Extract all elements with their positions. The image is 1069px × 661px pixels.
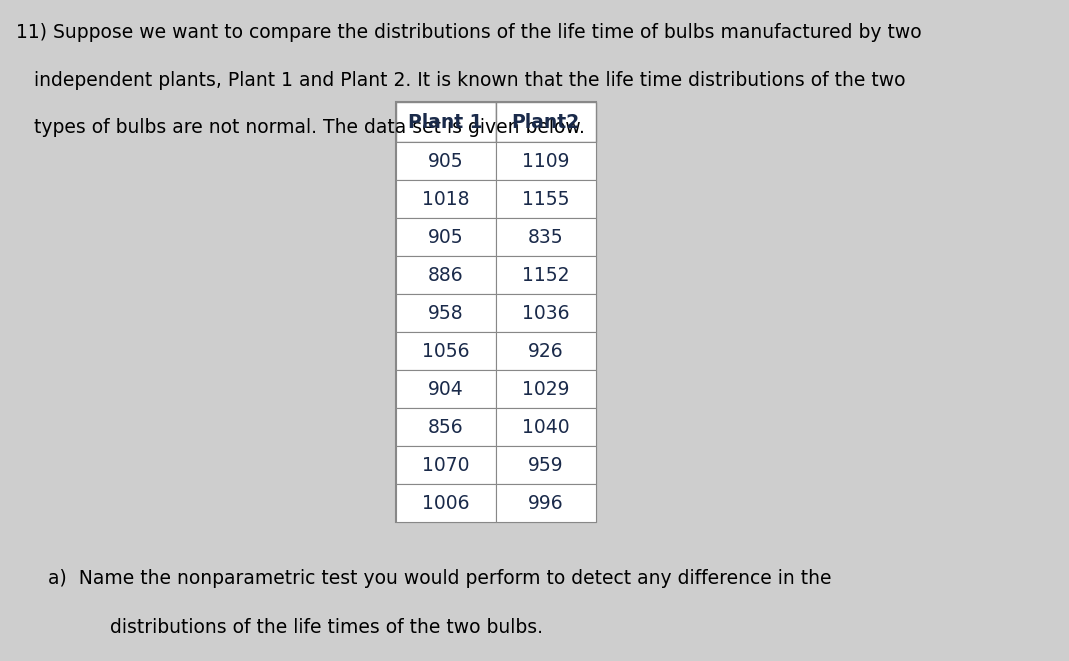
Text: 1036: 1036	[522, 304, 570, 323]
Bar	[496, 102, 595, 143]
Text: 959: 959	[528, 456, 563, 475]
Bar	[396, 143, 496, 180]
Text: Plant 1: Plant 1	[408, 113, 483, 132]
Text: 11) Suppose we want to compare the distributions of the life time of bulbs manuf: 11) Suppose we want to compare the distr…	[16, 23, 921, 42]
Text: 958: 958	[428, 304, 463, 323]
Text: distributions of the life times of the two bulbs.: distributions of the life times of the t…	[80, 618, 543, 637]
Text: 1006: 1006	[422, 494, 469, 513]
Bar	[496, 485, 595, 522]
Text: 1040: 1040	[522, 418, 570, 437]
Bar	[496, 180, 595, 218]
Bar	[496, 408, 595, 446]
Bar	[496, 370, 595, 408]
Text: 886: 886	[428, 266, 463, 285]
Bar	[396, 332, 496, 370]
Text: 1109: 1109	[522, 152, 570, 171]
Bar	[496, 218, 595, 256]
Text: 1018: 1018	[422, 190, 469, 209]
Bar	[496, 446, 595, 485]
Bar	[396, 408, 496, 446]
Text: 1029: 1029	[522, 380, 570, 399]
Text: 905: 905	[428, 152, 463, 171]
Text: Plant2: Plant2	[511, 113, 579, 132]
Bar	[396, 180, 496, 218]
Text: 1056: 1056	[422, 342, 469, 361]
Bar	[496, 256, 595, 294]
Bar	[496, 332, 595, 370]
Text: 1152: 1152	[522, 266, 570, 285]
Text: 1070: 1070	[422, 456, 469, 475]
Bar	[396, 294, 496, 332]
Text: independent plants, Plant 1 and Plant 2. It is known that the life time distribu: independent plants, Plant 1 and Plant 2.…	[16, 71, 905, 90]
Text: 856: 856	[428, 418, 463, 437]
Text: 1155: 1155	[522, 190, 570, 209]
Text: 996: 996	[528, 494, 563, 513]
Text: types of bulbs are not normal. The data set is given below.: types of bulbs are not normal. The data …	[16, 118, 585, 137]
Bar	[496, 143, 595, 180]
Bar	[396, 256, 496, 294]
Text: 904: 904	[428, 380, 463, 399]
Bar	[396, 102, 595, 522]
Bar	[396, 485, 496, 522]
Bar	[396, 218, 496, 256]
Bar	[396, 102, 496, 143]
Text: 905: 905	[428, 228, 463, 247]
Text: 835: 835	[528, 228, 563, 247]
Text: a)  Name the nonparametric test you would perform to detect any difference in th: a) Name the nonparametric test you would…	[48, 568, 832, 588]
Bar	[396, 446, 496, 485]
Bar	[496, 294, 595, 332]
Bar	[396, 370, 496, 408]
Text: 926: 926	[528, 342, 563, 361]
